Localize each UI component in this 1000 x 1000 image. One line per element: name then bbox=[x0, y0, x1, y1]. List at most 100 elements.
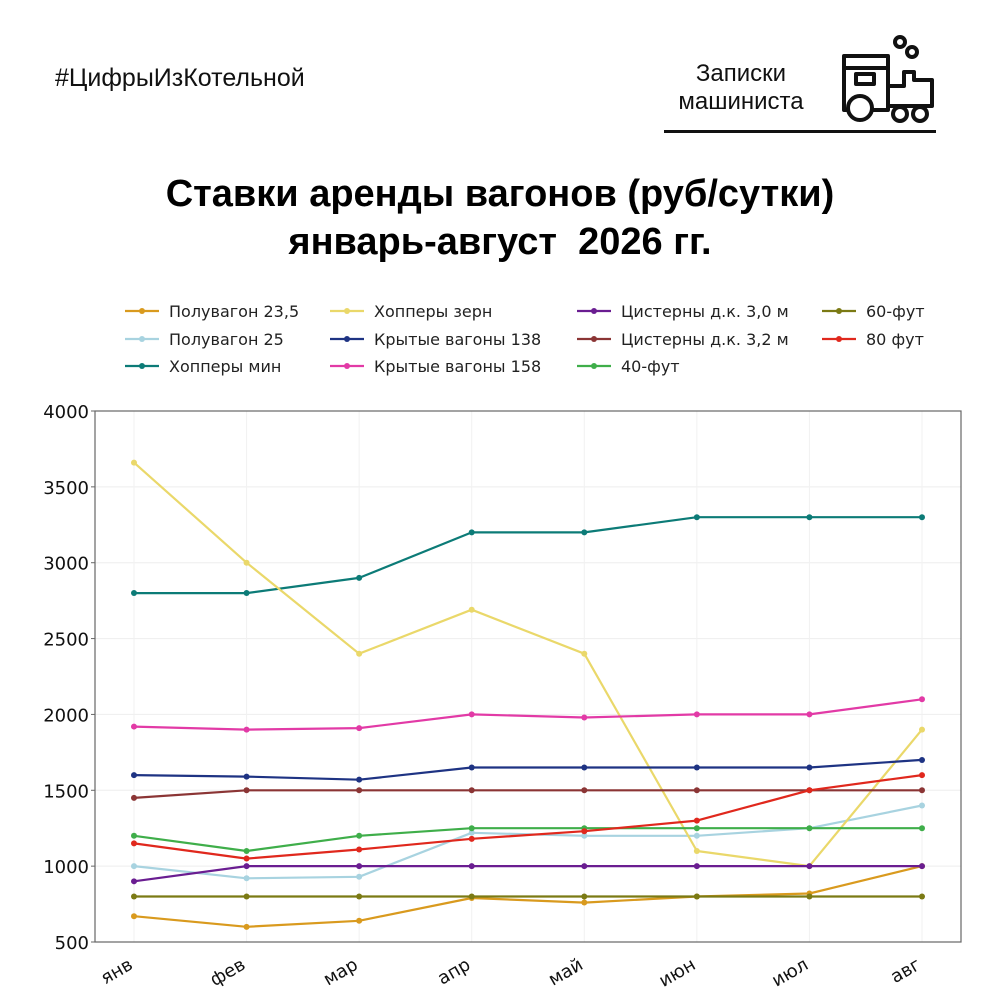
legend-label: Крытые вагоны 158 bbox=[374, 356, 542, 376]
data-point bbox=[919, 825, 925, 832]
y-tick-label: 1500 bbox=[43, 781, 89, 802]
data-point bbox=[468, 825, 475, 832]
hashtag: #ЦифрыИзКотельной bbox=[55, 64, 305, 92]
data-point bbox=[693, 825, 700, 832]
data-point bbox=[468, 787, 475, 794]
data-point bbox=[693, 893, 700, 900]
brand-name-line2: машиниста bbox=[678, 88, 804, 115]
data-point bbox=[356, 863, 363, 870]
series-line bbox=[133, 804, 923, 880]
y-tick-label: 1000 bbox=[43, 857, 89, 878]
data-point bbox=[243, 787, 250, 794]
data-point bbox=[131, 723, 137, 730]
legend-item: Крытые вагоны 158 bbox=[330, 353, 541, 379]
legend-label: Полувагон 25 bbox=[169, 329, 284, 349]
legend-swatch bbox=[577, 308, 611, 314]
data-point bbox=[243, 855, 250, 862]
legend-label: Хопперы мин bbox=[169, 356, 282, 376]
data-point bbox=[243, 863, 250, 870]
data-point bbox=[919, 863, 925, 870]
legend-swatch bbox=[577, 363, 611, 369]
legend-swatch bbox=[330, 336, 364, 342]
legend-label: 80 фут bbox=[866, 329, 924, 349]
data-point bbox=[806, 711, 813, 718]
legend-item: Цистерны д.к. 3,2 м bbox=[577, 326, 789, 352]
data-point bbox=[581, 832, 588, 839]
data-point bbox=[919, 787, 925, 794]
data-point bbox=[581, 828, 588, 835]
legend-marker bbox=[139, 363, 145, 369]
y-tick-label: 3000 bbox=[43, 554, 89, 575]
data-point bbox=[356, 832, 363, 839]
data-point bbox=[468, 893, 475, 900]
data-point bbox=[806, 863, 813, 870]
data-point bbox=[356, 725, 363, 732]
data-point bbox=[693, 711, 700, 718]
legend-item: Крытые вагоны 138 bbox=[330, 326, 541, 352]
data-point bbox=[356, 893, 363, 900]
data-point bbox=[131, 913, 137, 920]
legend-item: Цистерны д.к. 3,0 м bbox=[577, 298, 789, 324]
data-point bbox=[693, 847, 700, 854]
data-point bbox=[581, 893, 588, 900]
legend-label: Крытые вагоны 138 bbox=[374, 329, 542, 349]
plot-frame bbox=[94, 410, 962, 943]
series-2 bbox=[131, 802, 925, 882]
legend-marker bbox=[139, 308, 145, 314]
brand-name-line1: Записки bbox=[695, 60, 787, 87]
brand-name: Записки машиниста bbox=[666, 60, 816, 116]
x-tick-label: апр bbox=[434, 954, 474, 989]
legend-marker bbox=[344, 363, 350, 369]
data-point bbox=[131, 893, 137, 900]
x-tick-label: янв bbox=[97, 954, 136, 989]
data-point bbox=[356, 873, 363, 880]
data-point bbox=[581, 529, 588, 536]
legend-swatch bbox=[577, 336, 611, 342]
series-6 bbox=[131, 696, 925, 733]
legend-swatch bbox=[330, 308, 364, 314]
y-tick-label: 4000 bbox=[43, 402, 89, 423]
data-point bbox=[243, 893, 250, 900]
data-point bbox=[468, 711, 475, 718]
brand-underline bbox=[664, 130, 936, 133]
legend-swatch bbox=[125, 336, 159, 342]
legend-label: 60-фут bbox=[866, 301, 925, 321]
series-3 bbox=[131, 514, 925, 597]
legend-item: Полувагон 25 bbox=[125, 326, 284, 352]
chart-legend: Полувагон 23,5 Полувагон 25 Хопперы мин Хоп… bbox=[125, 298, 955, 380]
data-point bbox=[581, 899, 588, 906]
series-9 bbox=[131, 825, 925, 854]
legend-item: 80 фут bbox=[822, 326, 924, 352]
legend-swatch bbox=[822, 336, 856, 342]
legend-swatch bbox=[125, 363, 159, 369]
data-point bbox=[131, 772, 137, 779]
data-point bbox=[243, 559, 250, 566]
data-point bbox=[919, 696, 925, 703]
series-line bbox=[133, 774, 923, 860]
series-line bbox=[133, 758, 923, 781]
legend-item: 60-фут bbox=[822, 298, 925, 324]
legend-marker bbox=[139, 336, 145, 342]
legend-item: 40-фут bbox=[577, 353, 680, 379]
y-tick-label: 500 bbox=[55, 933, 89, 954]
series-8 bbox=[131, 787, 925, 801]
series-line bbox=[133, 827, 922, 853]
data-point bbox=[693, 514, 700, 521]
data-point bbox=[468, 764, 475, 771]
x-tick-label: июл bbox=[768, 954, 812, 991]
data-point bbox=[356, 917, 363, 924]
data-point bbox=[806, 893, 813, 900]
data-point bbox=[131, 590, 137, 597]
series-7 bbox=[131, 863, 925, 885]
data-point bbox=[806, 787, 813, 794]
data-point bbox=[243, 590, 250, 597]
data-point bbox=[581, 787, 588, 794]
series-line bbox=[133, 865, 922, 883]
series-11 bbox=[131, 772, 925, 862]
data-point bbox=[581, 764, 588, 771]
data-point bbox=[131, 459, 137, 466]
data-point bbox=[131, 878, 137, 885]
data-point bbox=[919, 772, 925, 779]
series-5 bbox=[131, 756, 925, 783]
data-point bbox=[356, 650, 363, 657]
